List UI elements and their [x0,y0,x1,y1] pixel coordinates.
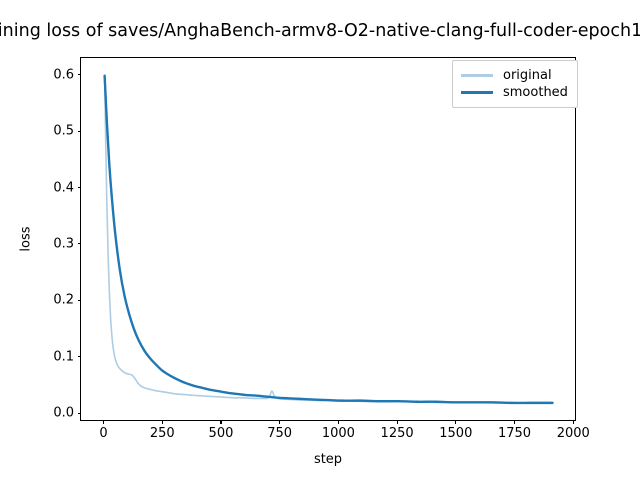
x-tick-mark [513,420,516,424]
x-tick-label: 750 [267,426,293,441]
y-tick-label: 0.3 [53,236,74,252]
y-tick-mark [77,299,81,301]
x-tick-mark [396,420,398,424]
x-tick-label: 1000 [321,426,355,441]
legend-label-smoothed: smoothed [503,85,568,100]
x-tick-label: 1250 [380,426,414,441]
y-tick-mark [77,130,81,132]
y-tick-label: 0.4 [53,180,74,196]
x-tick-label: 2000 [556,426,590,441]
y-tick-label: 0.2 [53,292,74,308]
y-tick-label: 0.6 [53,67,74,83]
y-tick-label: 0.5 [53,123,74,139]
legend-swatch-smoothed [461,91,493,94]
x-tick-mark [279,420,281,424]
x-tick-label: 250 [149,426,175,441]
series-line-smoothed [105,76,553,403]
y-tick-mark [77,186,81,189]
x-tick-mark [572,420,574,424]
y-axis-label: loss [18,226,34,252]
x-tick-mark [220,420,222,424]
y-tick-mark [77,356,81,358]
y-tick-mark [77,74,81,76]
y-tick-mark [77,243,81,245]
x-tick-label: 1750 [497,426,532,441]
legend-item-original: original [461,67,568,84]
y-tick-label: 0.1 [53,349,74,365]
legend-item-smoothed: smoothed [461,84,568,101]
x-tick-mark [161,420,163,424]
x-tick-label: 1500 [439,426,473,441]
x-tick-mark [337,420,339,424]
x-tick-mark [455,420,457,424]
plot-axes: 0.0 0.1 0.2 0.3 0.4 0.5 0.6 0 250 500 750 1000 1250… [53,57,590,441]
legend-swatch-original [461,74,493,77]
x-axis-label: step [313,452,343,467]
plot-lines [81,58,575,420]
series-line-original [105,76,553,403]
x-tick-label: 500 [208,426,234,441]
y-tick-label: 0.0 [53,405,74,421]
x-tick-label: 0 [99,426,108,441]
x-tick-mark [102,420,105,424]
legend-label-original: original [503,68,552,83]
page-title: raining loss of saves/AnghaBench-armv8-O… [0,21,640,41]
y-tick-mark [77,412,81,414]
legend: original smoothed [452,60,578,108]
